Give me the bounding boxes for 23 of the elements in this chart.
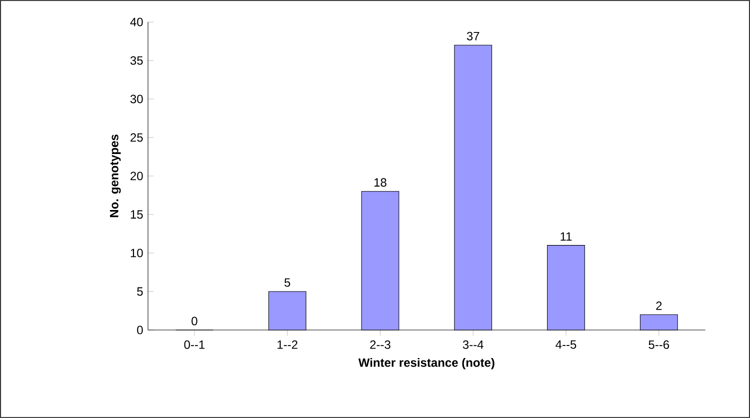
- y-tick-label: 10: [130, 248, 143, 258]
- data-label: 37: [466, 32, 480, 40]
- x-tick-label: 3--4: [462, 340, 484, 349]
- x-tick-label: 0--1: [184, 340, 205, 349]
- data-label: 2: [656, 302, 662, 310]
- y-tick-label: 20: [130, 172, 143, 180]
- y-tick-label: 0: [137, 326, 143, 334]
- y-axis-title: No. genotypes: [110, 134, 121, 218]
- y-tick-label: 25: [130, 133, 143, 142]
- x-tick-label: 1--2: [278, 340, 298, 349]
- y-tick-label: 15: [130, 210, 143, 219]
- x-tick-label: 4--5: [556, 340, 576, 349]
- data-label: 11: [560, 232, 572, 241]
- y-tick-label: 30: [130, 94, 143, 104]
- x-tick-label: 5--6: [648, 340, 670, 349]
- data-label: 0: [192, 316, 198, 326]
- y-tick-label: 5: [137, 287, 143, 296]
- y-tick-label: 40: [130, 18, 143, 26]
- x-axis-title: Winter resistance (note): [358, 358, 494, 370]
- x-tick-label: 2--3: [370, 340, 390, 349]
- data-label: 5: [284, 278, 290, 287]
- y-tick-label: 35: [130, 56, 143, 65]
- data-label: 18: [374, 178, 386, 187]
